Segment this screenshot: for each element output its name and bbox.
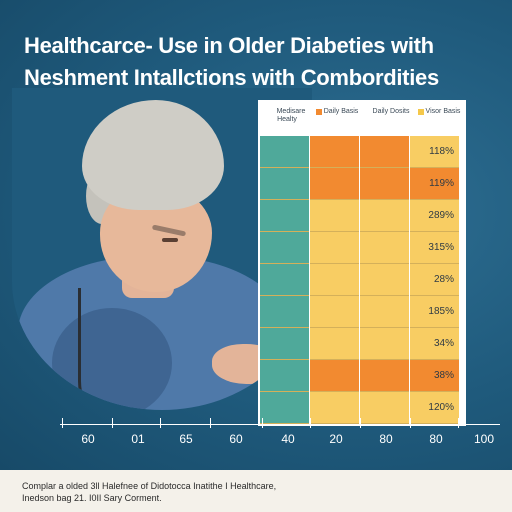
table-cell <box>410 392 459 424</box>
table-cell <box>260 168 309 200</box>
caption-line-2: Inedson bag 21. I0Il Sary Corment. <box>22 493 162 503</box>
table-cell <box>310 232 359 264</box>
chart-grid: 118% 119% 289% 315% 28% 185% 34% 38% 120% <box>260 136 460 424</box>
table-cell <box>260 360 309 392</box>
table-cell <box>360 168 409 200</box>
x-axis-tick <box>458 418 459 428</box>
x-axis-tick <box>62 418 63 428</box>
table-row: 38% <box>260 360 460 392</box>
legend-swatch <box>268 109 275 115</box>
x-axis-tick <box>360 418 361 428</box>
x-axis-tick-label: 40 <box>281 432 295 446</box>
x-axis-tick <box>310 418 311 428</box>
legend-item: Medisare Healty <box>262 108 312 124</box>
table-cell <box>360 392 409 424</box>
legend-label: Visor Basis <box>425 108 461 115</box>
table-cell <box>310 360 359 392</box>
chart-legend: Medisare Healty Daily Basis Daily Dosits Vi… <box>258 108 466 134</box>
x-axis-tick-label: 20 <box>329 432 343 446</box>
table-row: 185% <box>260 296 460 328</box>
row-value-label: 120% <box>428 402 454 413</box>
table-cell <box>360 200 409 232</box>
table-row: 120% <box>260 392 460 424</box>
x-axis-tick <box>210 418 211 428</box>
x-axis-tick-label: 100 <box>473 432 495 446</box>
table-cell <box>310 392 359 424</box>
legend-label: Medisare Healty <box>276 108 306 123</box>
table-cell <box>260 392 309 424</box>
x-axis-tick <box>112 418 113 428</box>
row-value-label: 119% <box>429 178 454 189</box>
table-cell <box>260 328 309 360</box>
table-cell <box>260 200 309 232</box>
x-axis-tick <box>410 418 411 428</box>
footer <box>0 470 512 512</box>
legend-swatch <box>417 109 424 115</box>
legend-item: Daily Dosits <box>362 108 412 116</box>
row-value-label: 289% <box>428 210 454 221</box>
table-row: 315% <box>260 232 460 264</box>
x-axis-line <box>60 424 500 425</box>
table-cell <box>310 296 359 328</box>
stethoscope-icon <box>78 288 181 410</box>
table-cell <box>410 168 459 200</box>
table-cell <box>360 328 409 360</box>
legend-item: Visor Basis <box>414 108 464 116</box>
table-cell <box>310 136 359 168</box>
table-cell <box>410 296 459 328</box>
table-cell <box>360 296 409 328</box>
table-cell <box>260 264 309 296</box>
table-row: 289% <box>260 200 460 232</box>
row-value-label: 185% <box>428 306 454 317</box>
caption: Complar a olded 3ll Halefnee of Didotocc… <box>22 480 492 504</box>
x-axis-tick-label: 80 <box>429 432 443 446</box>
legend-label: Daily Dosits <box>372 108 410 115</box>
table-cell <box>410 328 459 360</box>
table-cell <box>410 360 459 392</box>
row-value-label: 118% <box>429 146 454 157</box>
x-axis-tick-label: 65 <box>179 432 193 446</box>
table-cell <box>410 136 459 168</box>
row-value-label: 34% <box>433 338 454 349</box>
table-cell <box>410 264 459 296</box>
table-row: 34% <box>260 328 460 360</box>
x-axis-tick-label: 01 <box>131 432 145 446</box>
row-value-label: 28% <box>433 274 454 285</box>
x-axis-tick-label: 60 <box>81 432 95 446</box>
title-line-1: Healthcarce- Use in Older Diabeties with <box>24 33 434 58</box>
legend-item: Daily Basis <box>312 108 362 116</box>
table-row: 28% <box>260 264 460 296</box>
table-cell <box>410 200 459 232</box>
table-cell <box>360 136 409 168</box>
row-value-label: 38% <box>433 370 454 381</box>
title-line-2: Neshment Intallctions with Combordities <box>24 65 439 90</box>
caption-line-1: Complar a olded 3ll Halefnee of Didotocc… <box>22 481 277 491</box>
table-row: 119% <box>260 168 460 200</box>
table-row: 118% <box>260 136 460 168</box>
x-axis-tick <box>160 418 161 428</box>
table-cell <box>260 296 309 328</box>
row-value-label: 315% <box>428 242 454 253</box>
table-cell <box>360 232 409 264</box>
hair <box>82 100 224 210</box>
legend-swatch <box>364 109 371 115</box>
chart-panel: Medisare Healty Daily Basis Daily Dosits Vi… <box>258 100 466 426</box>
table-cell <box>260 232 309 264</box>
table-cell <box>310 200 359 232</box>
page-title: Healthcarce- Use in Older Diabeties with… <box>24 30 494 94</box>
x-axis-tick-label: 80 <box>379 432 393 446</box>
x-axis-tick-label: 60 <box>229 432 243 446</box>
table-cell <box>310 168 359 200</box>
table-cell <box>260 136 309 168</box>
table-cell <box>360 360 409 392</box>
legend-swatch <box>315 109 322 115</box>
legend-label: Daily Basis <box>323 108 359 115</box>
x-axis-tick <box>262 418 263 428</box>
table-cell <box>410 232 459 264</box>
table-cell <box>360 264 409 296</box>
table-cell <box>310 328 359 360</box>
table-cell <box>310 264 359 296</box>
